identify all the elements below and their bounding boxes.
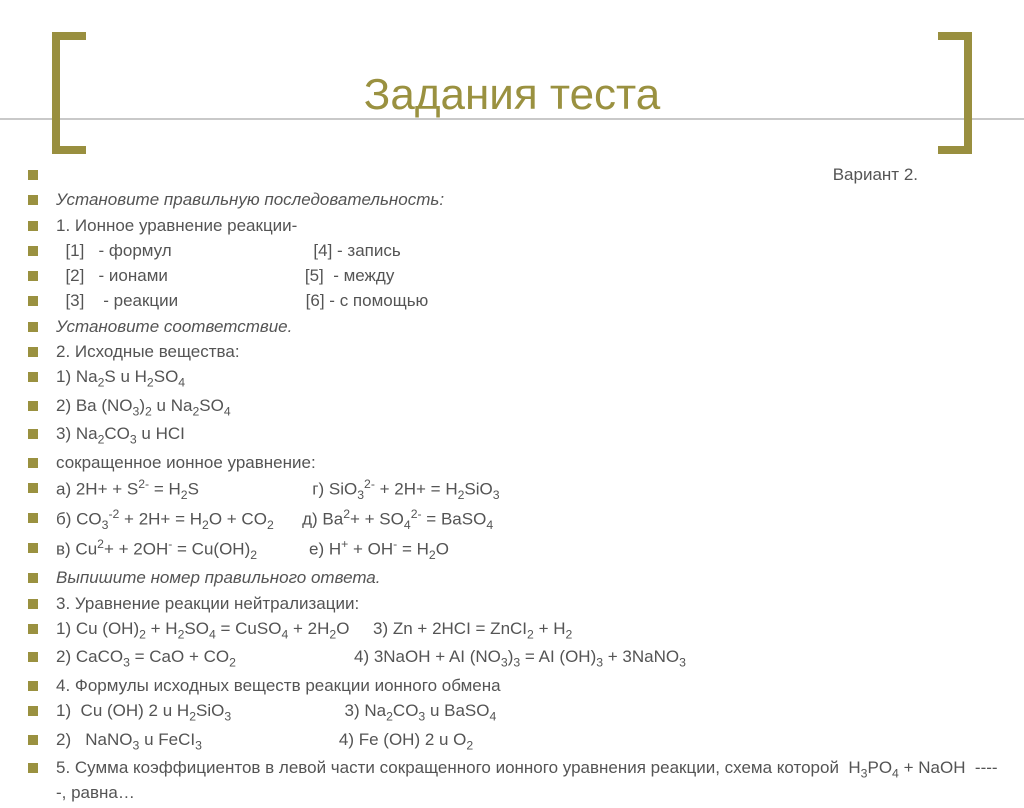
bullet-icon (28, 483, 38, 493)
line-text: 1) Cu (OH) 2 u H2SiO3 3) Na2CO3 u BaSO4 (56, 700, 998, 725)
body-line: а) 2H+ + S2- = H2S г) SiO32- + 2H+ = H2S… (28, 477, 998, 504)
body-line: сокращенное ионное уравнение: (28, 452, 998, 474)
line-text: 1) Na2S u H2SO4 (56, 366, 998, 391)
bullet-icon (28, 573, 38, 583)
bullet-icon (28, 652, 38, 662)
bullet-icon (28, 271, 38, 281)
body-line: 2) CaCO3 = CaO + CO2 4) 3NaOH + AI (NO3)… (28, 646, 998, 671)
bullet-icon (28, 246, 38, 256)
bullet-icon (28, 221, 38, 231)
bullet-icon (28, 681, 38, 691)
line-text: Установите соответствие. (56, 316, 998, 338)
line-text: 2) Ba (NO3)2 u Na2SO4 (56, 395, 998, 420)
bullet-icon (28, 458, 38, 468)
bullet-icon (28, 401, 38, 411)
line-text: 2) CaCO3 = CaO + CO2 4) 3NaOH + AI (NO3)… (56, 646, 998, 671)
body-line: 5. Сумма коэффициентов в левой части сок… (28, 757, 998, 804)
body-line: 2. Исходные вещества: (28, 341, 998, 363)
line-text: 1) Cu (OH)2 + H2SO4 = CuSO4 + 2H2O 3) Zn… (56, 618, 998, 643)
body-line: 3. Уравнение реакции нейтрализации: (28, 593, 998, 615)
slide-body: Вариант 2. Установите правильную последов… (28, 164, 998, 808)
bullet-icon (28, 372, 38, 382)
line-text: 1. Ионное уравнение реакции- (56, 215, 998, 237)
line-text: Вариант 2. (56, 164, 998, 186)
body-line: 2) NaNO3 u FeCI3 4) Fe (OH) 2 u O2 (28, 729, 998, 754)
bullet-icon (28, 195, 38, 205)
body-line: в) Cu2+ + 2OH- = Cu(OH)2 е) H+ + OH- = H… (28, 537, 998, 564)
line-text: 2. Исходные вещества: (56, 341, 998, 363)
line-text: [2] - ионами [5] - между (56, 265, 998, 287)
body-line: [1] - формул [4] - запись (28, 240, 998, 262)
body-line: б) CO3-2 + 2H+ = H2O + CO2 д) Ba2+ + SO4… (28, 507, 998, 534)
slide-title: Задания теста (0, 70, 1024, 120)
bullet-icon (28, 763, 38, 773)
body-line: Вариант 2. (28, 164, 998, 186)
line-text: сокращенное ионное уравнение: (56, 452, 998, 474)
body-line: 2) Ba (NO3)2 u Na2SO4 (28, 395, 998, 420)
body-line: 1) Na2S u H2SO4 (28, 366, 998, 391)
body-line: 3) Na2CO3 u HCI (28, 423, 998, 448)
line-text: а) 2H+ + S2- = H2S г) SiO32- + 2H+ = H2S… (56, 477, 998, 504)
line-text: 2) NaNO3 u FeCI3 4) Fe (OH) 2 u O2 (56, 729, 998, 754)
bullet-icon (28, 322, 38, 332)
line-text: б) CO3-2 + 2H+ = H2O + CO2 д) Ba2+ + SO4… (56, 507, 998, 534)
body-line: [3] - реакции [6] - с помощью (28, 290, 998, 312)
line-text: 4. Формулы исходных веществ реакции ионн… (56, 675, 998, 697)
bullet-icon (28, 170, 38, 180)
body-line: 1) Cu (OH) 2 u H2SiO3 3) Na2CO3 u BaSO4 (28, 700, 998, 725)
body-line: Установите правильную последовательность… (28, 189, 998, 211)
line-text: 5. Сумма коэффициентов в левой части сок… (56, 757, 998, 804)
bullet-icon (28, 706, 38, 716)
bullet-icon (28, 624, 38, 634)
body-line: 1) Cu (OH)2 + H2SO4 = CuSO4 + 2H2O 3) Zn… (28, 618, 998, 643)
body-line: 1. Ионное уравнение реакции- (28, 215, 998, 237)
line-text: 3) Na2CO3 u HCI (56, 423, 998, 448)
body-line: 4. Формулы исходных веществ реакции ионн… (28, 675, 998, 697)
line-text: Установите правильную последовательность… (56, 189, 998, 211)
bullet-icon (28, 599, 38, 609)
body-line: Установите соответствие. (28, 316, 998, 338)
bullet-icon (28, 296, 38, 306)
line-text: [3] - реакции [6] - с помощью (56, 290, 998, 312)
bullet-icon (28, 347, 38, 357)
bullet-icon (28, 513, 38, 523)
bullet-icon (28, 735, 38, 745)
body-line: [2] - ионами [5] - между (28, 265, 998, 287)
body-line: Выпишите номер правильного ответа. (28, 567, 998, 589)
line-text: [1] - формул [4] - запись (56, 240, 998, 262)
line-text: 3. Уравнение реакции нейтрализации: (56, 593, 998, 615)
bullet-icon (28, 429, 38, 439)
bullet-icon (28, 543, 38, 553)
line-text: Выпишите номер правильного ответа. (56, 567, 998, 589)
line-text: в) Cu2+ + 2OH- = Cu(OH)2 е) H+ + OH- = H… (56, 537, 998, 564)
